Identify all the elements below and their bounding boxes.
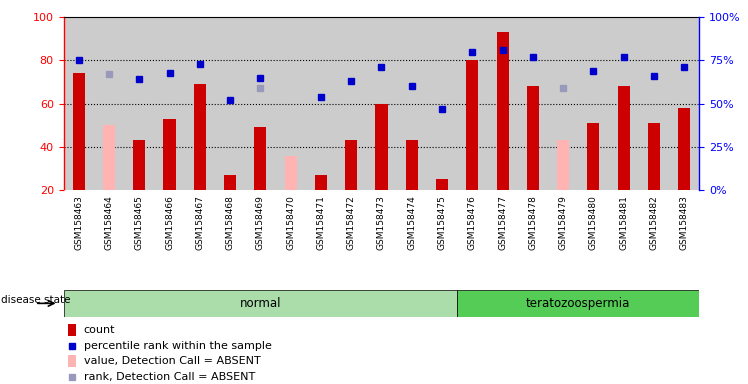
Text: GSM158465: GSM158465	[135, 195, 144, 250]
Text: normal: normal	[239, 297, 281, 310]
Text: GSM158477: GSM158477	[498, 195, 507, 250]
Bar	[466, 61, 479, 190]
Bar	[457, 290, 699, 317]
Text: GSM158478: GSM158478	[528, 195, 537, 250]
Bar	[68, 356, 76, 367]
Bar	[345, 141, 358, 190]
Bar	[436, 179, 448, 190]
Bar	[224, 175, 236, 190]
Text: GSM158467: GSM158467	[195, 195, 204, 250]
Bar	[375, 104, 387, 190]
Bar	[315, 175, 327, 190]
Text: GSM158468: GSM158468	[226, 195, 235, 250]
Bar	[103, 125, 115, 190]
Bar	[618, 86, 630, 190]
Bar	[648, 123, 660, 190]
Text: GSM158482: GSM158482	[649, 195, 658, 250]
Bar	[527, 86, 539, 190]
Text: count: count	[84, 325, 115, 336]
Bar	[557, 141, 569, 190]
Bar	[497, 32, 509, 190]
Bar	[587, 123, 599, 190]
Text: GSM158473: GSM158473	[377, 195, 386, 250]
Text: GSM158466: GSM158466	[165, 195, 174, 250]
Text: GSM158470: GSM158470	[286, 195, 295, 250]
Bar	[284, 156, 297, 190]
Text: GSM158480: GSM158480	[589, 195, 598, 250]
Text: percentile rank within the sample: percentile rank within the sample	[84, 341, 272, 351]
Text: GSM158472: GSM158472	[347, 195, 356, 250]
Text: GSM158463: GSM158463	[74, 195, 83, 250]
Text: disease state: disease state	[1, 295, 70, 305]
Bar	[64, 290, 457, 317]
Bar	[678, 108, 690, 190]
Text: GSM158476: GSM158476	[468, 195, 476, 250]
Bar	[133, 141, 145, 190]
Text: rank, Detection Call = ABSENT: rank, Detection Call = ABSENT	[84, 372, 255, 382]
Text: GSM158479: GSM158479	[559, 195, 568, 250]
Bar	[68, 324, 76, 336]
Text: GSM158464: GSM158464	[105, 195, 114, 250]
Text: GSM158475: GSM158475	[438, 195, 447, 250]
Bar	[254, 127, 266, 190]
Text: GSM158471: GSM158471	[316, 195, 325, 250]
Bar	[194, 84, 206, 190]
Bar	[73, 73, 85, 190]
Text: value, Detection Call = ABSENT: value, Detection Call = ABSENT	[84, 356, 260, 366]
Text: GSM158469: GSM158469	[256, 195, 265, 250]
Text: GSM158481: GSM158481	[619, 195, 628, 250]
Bar	[405, 141, 418, 190]
Text: GSM158474: GSM158474	[407, 195, 416, 250]
Bar	[164, 119, 176, 190]
Text: teratozoospermia: teratozoospermia	[526, 297, 631, 310]
Text: GSM158483: GSM158483	[680, 195, 689, 250]
